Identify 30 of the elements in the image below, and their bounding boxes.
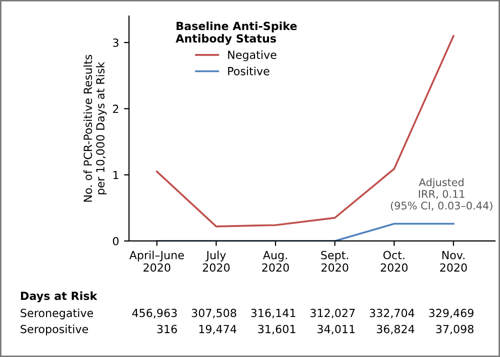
text: 332,704 <box>370 308 414 318</box>
text: 31,601 <box>258 324 296 334</box>
annotation: Adjusted IRR, 0.11 (95% CI, 0.03–0.44) <box>390 178 492 211</box>
y-tick-label: 0 <box>112 236 119 246</box>
y-tick-label: 2 <box>113 104 118 113</box>
text: Seronegative <box>20 308 94 320</box>
y-axis-title: No. of PCR-Positive Results per 10,000 Days at Risk <box>83 54 107 202</box>
text: 456,963 <box>132 308 177 318</box>
legend-title: Baseline Anti-Spike Antibody Status <box>176 22 297 45</box>
x-tick-label: Nov. 2020 <box>440 251 467 272</box>
x-tick-label: Oct. 2020 <box>380 250 408 272</box>
text: 34,011 <box>318 324 355 334</box>
text: 316 <box>157 324 177 334</box>
text: 316,141 <box>251 308 296 318</box>
y-tick-label: 3 <box>113 38 118 47</box>
legend-label: Positive <box>228 66 270 76</box>
x-tick-label: April–June 2020 <box>129 250 184 272</box>
legend-label: Negative <box>228 50 276 62</box>
text: 329,469 <box>429 308 474 318</box>
text: Days at Risk <box>21 291 98 302</box>
y-tick-label: 1 <box>113 170 118 180</box>
text: 312,027 <box>310 308 355 318</box>
text: 307,508 <box>192 308 236 318</box>
x-tick-label: July 2020 <box>202 250 230 272</box>
text: 19,474 <box>199 324 236 334</box>
text: 37,098 <box>436 324 474 334</box>
x-tick-label: Aug. 2020 <box>262 251 289 272</box>
text: 36,824 <box>376 324 414 334</box>
text: Seropositive <box>20 324 88 336</box>
x-tick-label: Sept. 2020 <box>321 250 348 272</box>
